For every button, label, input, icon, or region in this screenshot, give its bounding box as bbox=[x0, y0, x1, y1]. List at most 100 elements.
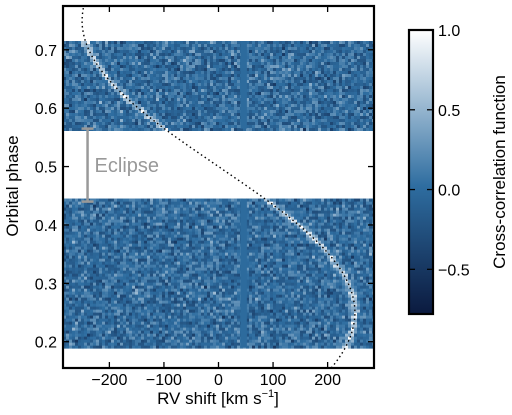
ccf-cells bbox=[216, 92, 219, 96]
ccf-cells bbox=[171, 62, 195, 90]
ccf-cells bbox=[327, 294, 330, 298]
ccf-cells bbox=[363, 330, 366, 334]
colorbar-tick-label: 0.5 bbox=[438, 103, 460, 120]
ccf-cells bbox=[231, 113, 234, 117]
colorbar-tick-label: 0.0 bbox=[438, 183, 460, 200]
ccf-cells bbox=[345, 65, 348, 69]
ccf-cells bbox=[138, 101, 141, 105]
ccf-cells bbox=[87, 41, 90, 45]
ccf-cells bbox=[114, 89, 117, 93]
ccf-cells bbox=[120, 119, 123, 123]
ccf-cells bbox=[69, 207, 369, 343]
ccf-cells bbox=[222, 80, 225, 84]
ccf-cells bbox=[306, 279, 309, 283]
ccf-band-0 bbox=[63, 198, 374, 349]
masked-column bbox=[240, 41, 247, 129]
ccf-cells bbox=[63, 41, 366, 129]
ccf-cells bbox=[102, 68, 105, 72]
ccf-cells bbox=[261, 116, 264, 120]
ccf-cells bbox=[171, 213, 174, 217]
ccf-cells bbox=[156, 119, 159, 123]
ccf-cells bbox=[132, 44, 135, 48]
ccf-cells bbox=[87, 53, 90, 57]
ccf-cells bbox=[300, 74, 303, 78]
ccf-heatmap bbox=[63, 41, 374, 349]
ccf-cells bbox=[72, 228, 357, 340]
planet-trail bbox=[81, 7, 356, 368]
colorbar-label: Cross-correlation function bbox=[490, 75, 509, 269]
ccf-cells bbox=[291, 216, 294, 220]
ccf-cells bbox=[198, 297, 201, 301]
ccf-cells bbox=[72, 240, 75, 244]
ccf-cells bbox=[81, 44, 372, 132]
ccf-cells bbox=[339, 270, 342, 274]
ccf-cells bbox=[270, 309, 273, 313]
plot-area: Eclipse −200 −100 0 100 200 0.20.30.40.50.60… bbox=[35, 4, 376, 389]
x-tick-label: 100 bbox=[260, 372, 287, 389]
ccf-cells bbox=[345, 273, 348, 277]
ccf-cells bbox=[222, 315, 225, 319]
x-tick-label: 0 bbox=[214, 372, 223, 389]
ccf-cells bbox=[135, 104, 138, 108]
ccf-cells bbox=[120, 95, 123, 99]
x-tick-label: 200 bbox=[314, 372, 341, 389]
ccf-cells bbox=[75, 198, 374, 349]
ccf-cells bbox=[174, 240, 177, 244]
x-tick-label: −100 bbox=[146, 372, 182, 389]
ccf-cells bbox=[315, 336, 318, 340]
colorbar-tick-label: −0.5 bbox=[438, 262, 470, 279]
ccf-cells bbox=[333, 273, 336, 277]
x-axis-label: RV shift [km s−1] bbox=[157, 388, 279, 408]
ccf-cells bbox=[327, 77, 330, 81]
ccf-cells bbox=[69, 213, 366, 349]
ccf-cells bbox=[123, 95, 144, 114]
y-axis-ticks: 0.2 0.3 0.4 0.5 0.6 0.7 bbox=[35, 43, 374, 352]
ccf-cells bbox=[315, 324, 318, 328]
ccf-cells bbox=[96, 65, 99, 69]
ccf-cells bbox=[207, 53, 234, 69]
ccf-cells bbox=[354, 321, 357, 325]
colorbar-frame bbox=[407, 28, 435, 316]
ccf-cells bbox=[93, 56, 96, 60]
ccf-cells bbox=[120, 243, 366, 343]
ccf-cells bbox=[153, 56, 156, 60]
ccf-cells bbox=[306, 95, 333, 108]
ccf-cells bbox=[255, 74, 258, 78]
ccf-cells bbox=[270, 77, 273, 81]
masked-column bbox=[240, 198, 247, 348]
ccf-cells bbox=[81, 207, 374, 337]
ccf-cells bbox=[273, 345, 276, 349]
ccf-cells bbox=[315, 237, 318, 241]
x-tick-label: −200 bbox=[91, 372, 127, 389]
ccf-cells bbox=[288, 68, 291, 72]
ccf-cells bbox=[162, 74, 177, 81]
ccf-cells bbox=[150, 119, 153, 123]
ccf-cells bbox=[105, 74, 108, 78]
ccf-cells bbox=[189, 225, 192, 229]
ccf-cells bbox=[81, 41, 96, 66]
ccf-cells bbox=[126, 101, 129, 105]
ccf-cells bbox=[135, 107, 138, 111]
colorbar-gradient bbox=[409, 30, 433, 314]
ccf-cells bbox=[354, 294, 357, 298]
ccf-cells bbox=[213, 291, 216, 295]
ccf-cells bbox=[99, 201, 339, 331]
ccf-cells bbox=[291, 288, 294, 292]
ccf-cells bbox=[165, 128, 168, 132]
ccf-cells bbox=[120, 92, 123, 96]
ccf-cells bbox=[354, 297, 357, 301]
y-tick-label: 0.4 bbox=[35, 218, 57, 235]
colorbar-tick-label: 1.0 bbox=[438, 23, 460, 40]
ccf-cells bbox=[144, 110, 147, 114]
eclipse-label: Eclipse bbox=[95, 155, 159, 177]
ccf-cells bbox=[93, 50, 273, 120]
ccf-cells bbox=[351, 324, 354, 328]
ccf-cells bbox=[183, 59, 186, 63]
ccf-cells bbox=[303, 95, 306, 99]
ccf-band-1 bbox=[63, 41, 374, 132]
ccf-cells bbox=[264, 198, 267, 202]
ccf-cells bbox=[342, 345, 345, 349]
ccf-cells bbox=[348, 294, 351, 298]
ccf-cells bbox=[219, 53, 222, 57]
ccf-cells bbox=[84, 47, 87, 51]
